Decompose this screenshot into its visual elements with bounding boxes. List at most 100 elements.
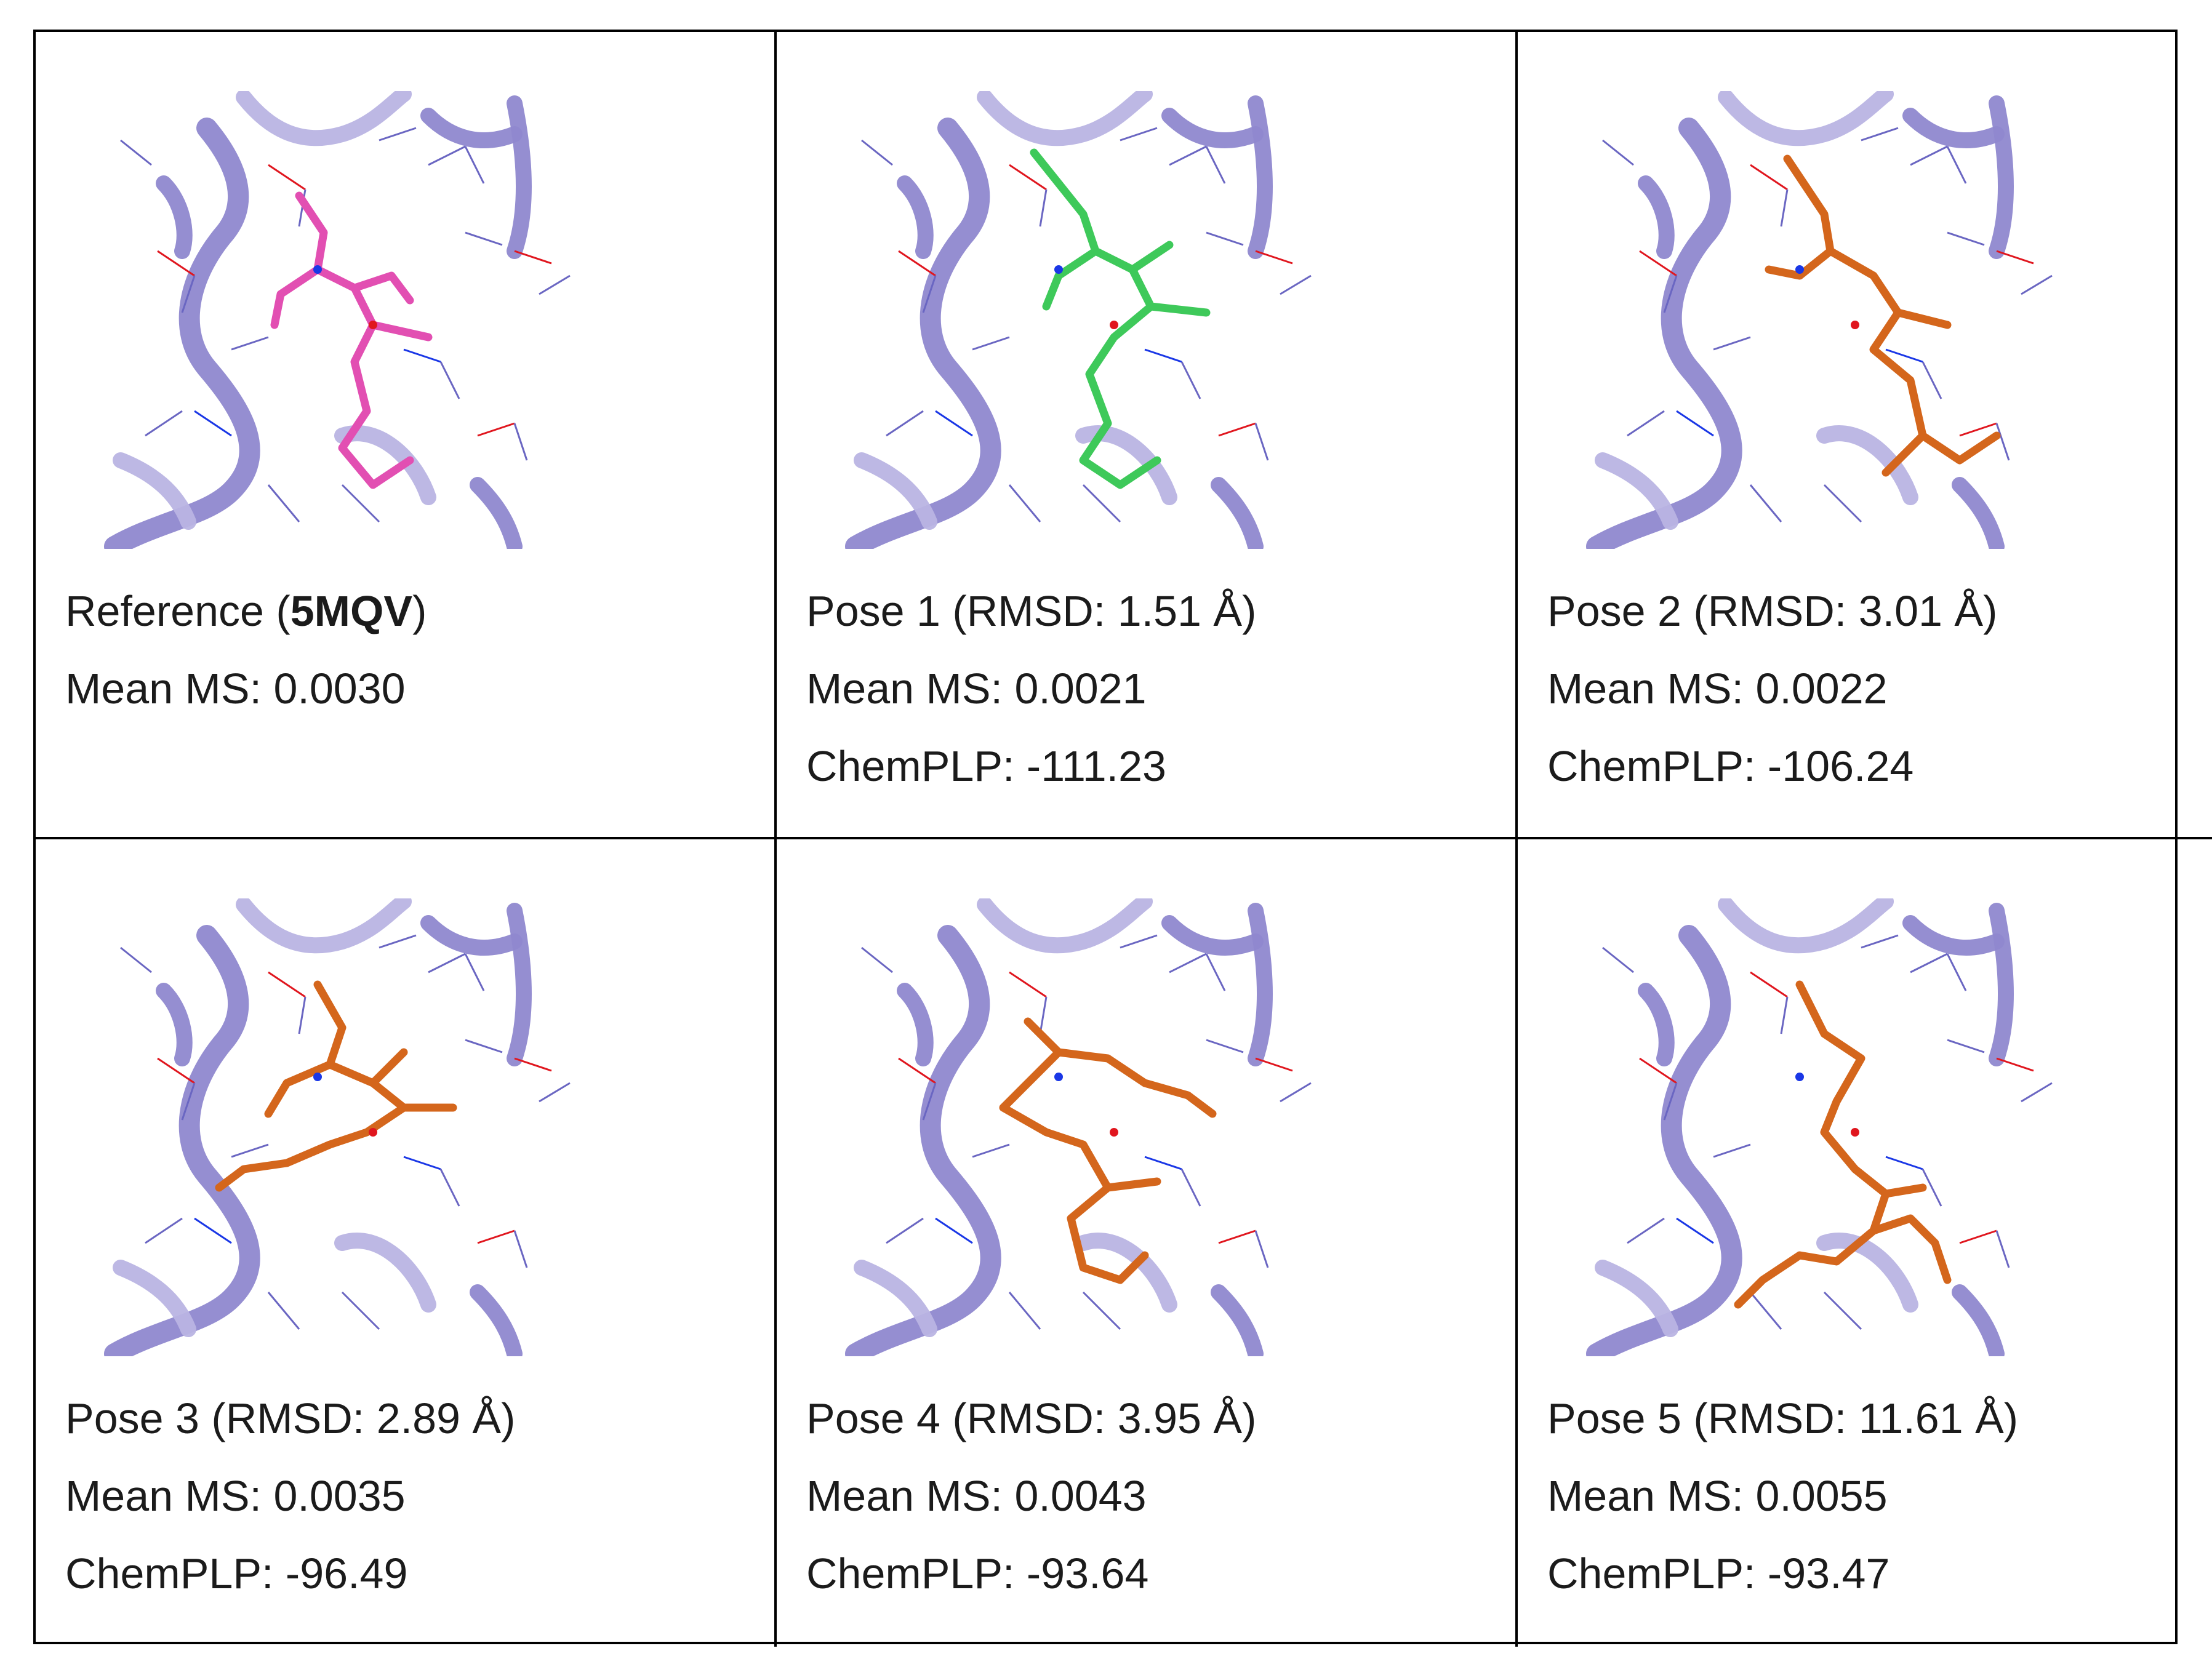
- side-chain: [267, 1292, 300, 1330]
- panel-reference: Reference (5MQV) Mean MS: 0.0030: [36, 32, 777, 839]
- molecular-render: [1566, 898, 2077, 1356]
- side-chain: [2021, 1082, 2053, 1103]
- chemplp-score: ChemPLP: -93.64: [806, 1549, 1149, 1597]
- chemplp-score: ChemPLP: -96.49: [65, 1549, 408, 1597]
- side-chain: [1627, 410, 1665, 437]
- protein-ribbon: [1161, 915, 1264, 956]
- side-chain: [1713, 1143, 1751, 1158]
- nitrogen-atom: [313, 265, 322, 274]
- side-chain: [1280, 274, 1312, 295]
- mean-ms: Mean MS: 0.0055: [1547, 1472, 1888, 1520]
- side-chain: [1750, 971, 1788, 998]
- side-chain: [403, 348, 441, 363]
- side-chain: [145, 1217, 183, 1244]
- protein-ribbon: [1211, 1284, 1264, 1356]
- side-chain: [477, 422, 515, 437]
- panel-title: Pose 3 (RMSD: 2.89 Å): [65, 1394, 516, 1442]
- protein-ribbon: [977, 91, 1153, 146]
- side-chain: [935, 1217, 973, 1244]
- panel-pose2: Pose 2 (RMSD: 3.01 Å) Mean MS: 0.0022 Ch…: [1518, 32, 2212, 839]
- side-chain: [1039, 189, 1048, 227]
- side-chain: [1749, 484, 1782, 522]
- protein-ribbon: [845, 118, 1001, 549]
- side-chain: [268, 971, 306, 998]
- protein-ribbon: [470, 1284, 523, 1356]
- side-chain: [1082, 1291, 1121, 1330]
- side-chain: [1959, 422, 1997, 437]
- side-chain: [2021, 274, 2053, 295]
- side-chain: [181, 275, 196, 313]
- ligand: [1030, 148, 1211, 489]
- mean-ms: Mean MS: 0.0035: [65, 1472, 406, 1520]
- protein-ribbon: [1638, 983, 1675, 1066]
- side-chain: [1639, 250, 1677, 277]
- molecular-render: [84, 91, 595, 549]
- oxygen-atom: [1851, 1128, 1859, 1137]
- protein-ribbon: [1638, 175, 1675, 259]
- side-chain: [1169, 145, 1207, 166]
- protein-ribbon: [1248, 903, 1273, 1066]
- oxygen-atom: [369, 1128, 377, 1137]
- side-chain: [231, 336, 269, 351]
- side-chain: [898, 1057, 936, 1084]
- side-chain: [514, 1057, 552, 1072]
- protein-ribbon: [507, 903, 532, 1066]
- protein-ribbon: [236, 898, 412, 954]
- protein-ribbon: [1989, 95, 2014, 259]
- molecular-render: [825, 898, 1336, 1356]
- chemplp-score: ChemPLP: -111.23: [806, 742, 1166, 790]
- side-chain: [268, 164, 306, 191]
- figure-grid: Reference (5MQV) Mean MS: 0.0030 Pose 1 …: [33, 30, 2212, 1647]
- protein-ribbon: [1075, 1233, 1177, 1313]
- ligand: [215, 980, 457, 1192]
- panel-title: Pose 5 (RMSD: 11.61 Å): [1547, 1394, 2019, 1442]
- side-chain: [886, 410, 924, 437]
- mean-ms: Mean MS: 0.0022: [1547, 665, 1888, 713]
- protein-ribbon: [1586, 925, 1742, 1356]
- side-chain: [1823, 484, 1862, 523]
- side-chain: [1823, 1291, 1862, 1330]
- protein-ribbon: [1211, 477, 1264, 549]
- side-chain: [231, 1143, 269, 1158]
- side-chain: [1639, 1057, 1677, 1084]
- side-chain: [1254, 1230, 1269, 1268]
- side-chain: [1255, 250, 1293, 265]
- protein-ribbon: [897, 175, 934, 259]
- protein-ribbon: [1816, 1233, 1918, 1313]
- nitrogen-atom: [1795, 265, 1804, 274]
- side-chain: [1205, 146, 1226, 184]
- protein-ribbon: [854, 452, 937, 530]
- side-chain: [1206, 1039, 1244, 1053]
- side-chain: [1910, 953, 1948, 973]
- side-chain: [886, 1217, 924, 1244]
- side-chain: [1082, 484, 1121, 523]
- chemplp-score: ChemPLP: -93.47: [1547, 1549, 1890, 1597]
- side-chain: [403, 1156, 441, 1170]
- side-chain: [145, 410, 183, 437]
- protein-ribbon: [470, 477, 523, 549]
- side-chain: [120, 946, 152, 973]
- side-chain: [1008, 484, 1041, 522]
- side-chain: [1959, 1229, 1997, 1244]
- side-chain: [120, 139, 152, 166]
- protein-ribbon: [1161, 108, 1264, 148]
- title-suffix: ): [412, 587, 427, 635]
- title-prefix: Reference (: [65, 587, 291, 635]
- side-chain: [1996, 1057, 2034, 1072]
- ligand: [999, 1017, 1217, 1284]
- side-chain: [935, 410, 973, 437]
- side-chain: [379, 127, 417, 142]
- side-chain: [1009, 164, 1047, 191]
- side-chain: [514, 250, 552, 265]
- side-chain: [267, 484, 300, 522]
- oxygen-atom: [369, 321, 377, 329]
- side-chain: [1713, 336, 1751, 351]
- protein-ribbon: [977, 898, 1153, 954]
- protein-ribbon: [1952, 1284, 2005, 1356]
- side-chain: [1602, 139, 1634, 166]
- side-chain: [439, 1169, 460, 1207]
- side-chain: [298, 996, 307, 1034]
- side-chain: [1921, 361, 1942, 399]
- side-chain: [194, 410, 232, 437]
- side-chain: [157, 1057, 195, 1084]
